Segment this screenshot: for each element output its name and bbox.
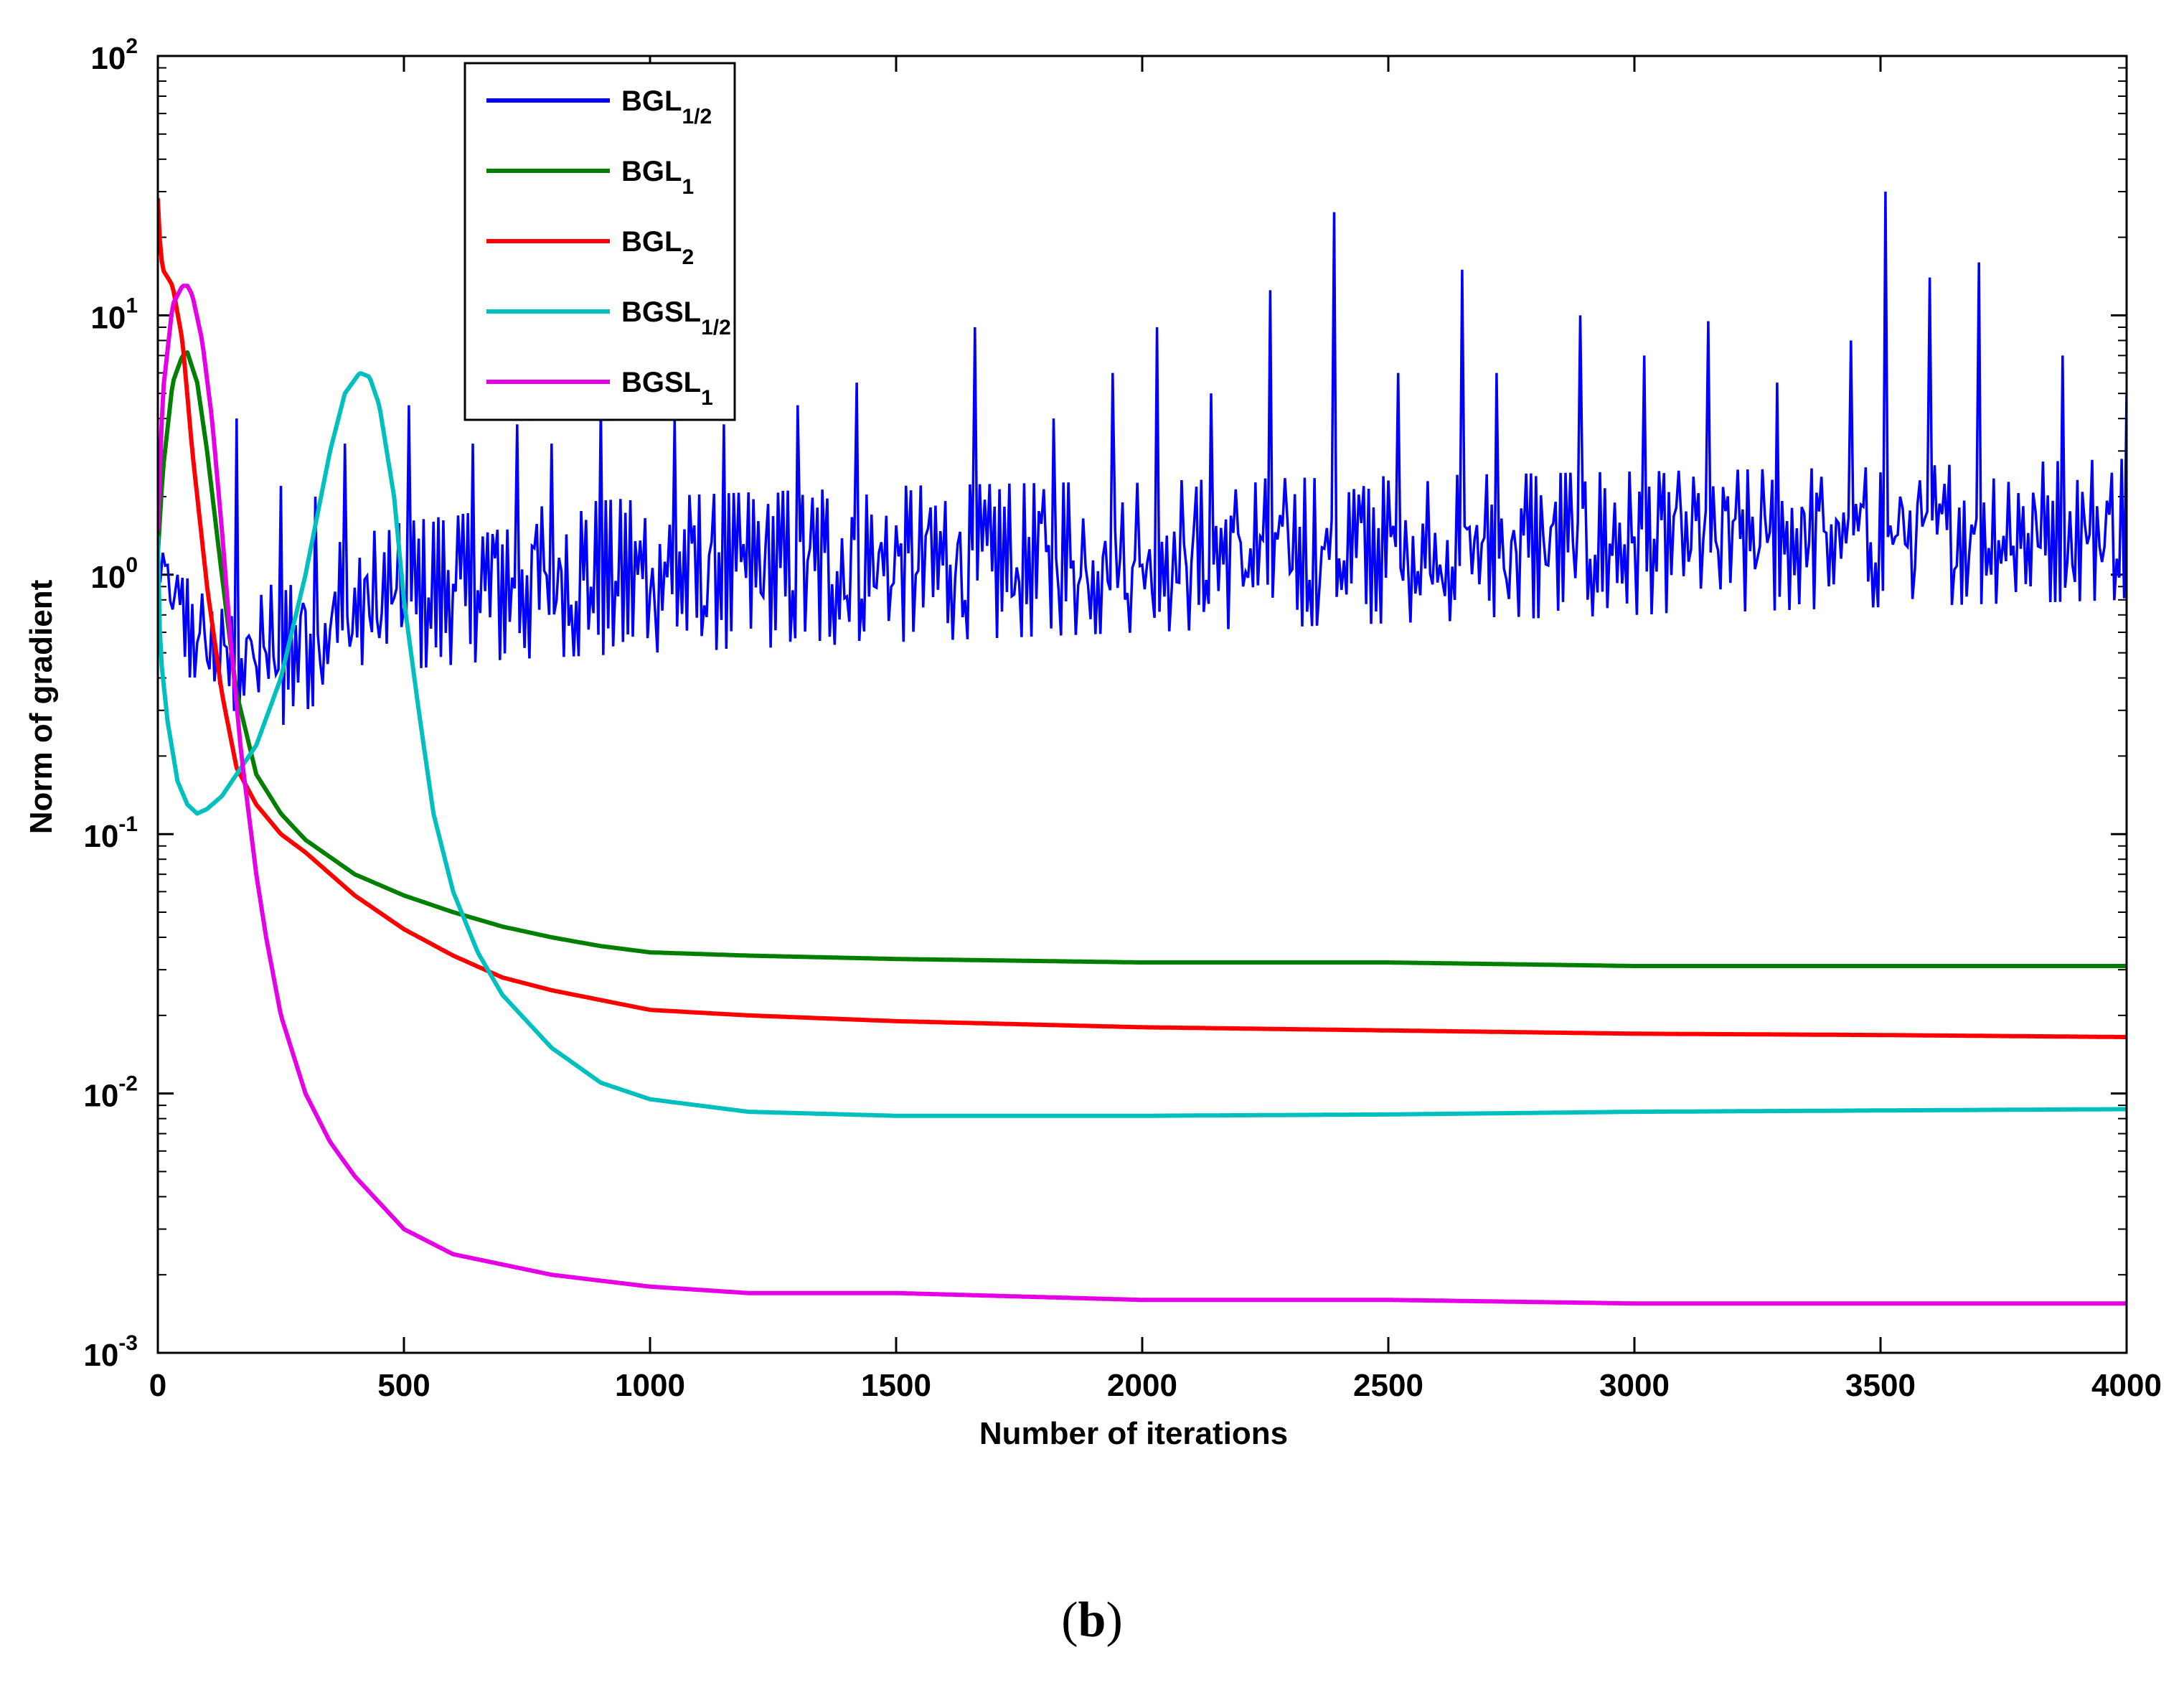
- y-tick-label: 10-2: [83, 1072, 138, 1114]
- caption-open-paren: (: [1061, 1593, 1078, 1648]
- legend-label: BGSL1/2: [621, 296, 731, 339]
- y-tick-label: 102: [90, 34, 138, 76]
- caption-letter: b: [1078, 1593, 1106, 1648]
- legend-label: BGSL1: [621, 367, 713, 410]
- legend-label: BGL2: [621, 226, 694, 269]
- y-tick-label: 10-1: [83, 812, 138, 854]
- series-layer: [158, 191, 2127, 1306]
- y-axis-title: Norm of gradient: [24, 579, 59, 834]
- x-tick-label: 2000: [1107, 1368, 1177, 1403]
- x-tick-label: 2500: [1353, 1368, 1423, 1403]
- series-line-bgsl1-2: [158, 371, 2127, 1118]
- legend: BGL1/2 BGL1 BGL2 BGSL1/2 BGSL1: [463, 62, 736, 421]
- y-tick-label: 100: [90, 553, 138, 595]
- series-line-bgl1: [158, 350, 2127, 968]
- plot-area-frame: [156, 55, 2128, 1354]
- legend-label: BGL1/2: [621, 85, 712, 128]
- x-tick-label: 4000: [2091, 1368, 2162, 1403]
- caption-close-paren: ): [1106, 1593, 1123, 1648]
- figure-caption: (b): [0, 1592, 2184, 1649]
- x-tick-labels: 0 500 1000 1500 2000 2500 3000 3500 4000: [149, 1368, 2162, 1403]
- legend-label: BGL1: [621, 156, 694, 199]
- x-tick-label: 3000: [1599, 1368, 1670, 1403]
- series-line-bgsl1: [158, 283, 2127, 1306]
- x-tick-label: 3500: [1845, 1368, 1916, 1403]
- y-tick-labels: 10-3 10-2 10-1 100 101 102: [83, 34, 138, 1373]
- x-tick-label: 500: [377, 1368, 430, 1403]
- x-axis-title: Number of iterations: [979, 1416, 1288, 1451]
- x-tick-label: 0: [149, 1368, 166, 1403]
- x-tick-label: 1500: [861, 1368, 931, 1403]
- x-tick-label: 1000: [615, 1368, 685, 1403]
- y-tick-label: 10-3: [83, 1331, 138, 1373]
- series-line-bgl1-2: [158, 191, 2127, 726]
- y-tick-label: 101: [90, 294, 138, 335]
